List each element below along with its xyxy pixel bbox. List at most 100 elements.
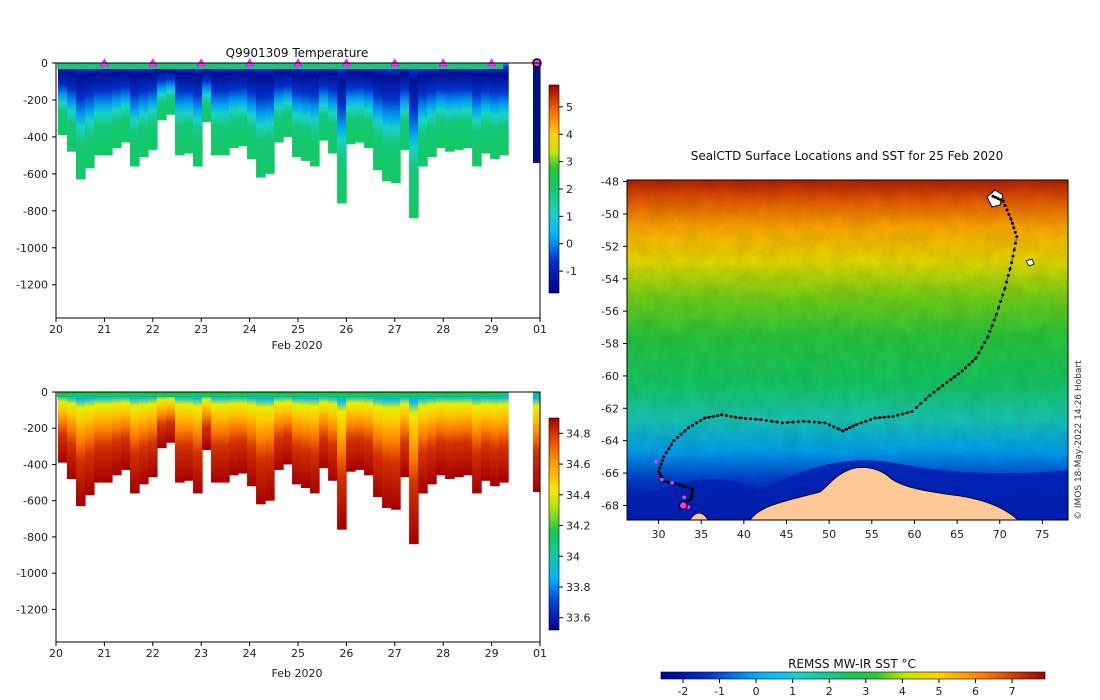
- track-point: [749, 417, 753, 421]
- profile-column: [391, 63, 401, 184]
- profile-column: [184, 63, 194, 154]
- profile-column: [67, 63, 77, 152]
- track-point: [836, 427, 840, 431]
- profile-column: [112, 392, 122, 476]
- track-point: [754, 417, 758, 421]
- y-tick-label: -1000: [16, 242, 48, 255]
- track-point: [832, 425, 836, 429]
- profile-column: [166, 63, 176, 115]
- sst-colorbar-ticks: -2 -1 0 1 2 3 4 5 6 7: [677, 679, 1016, 698]
- y-tick-label: -200: [23, 422, 48, 435]
- sst-colorbar-tick-label: 3: [862, 685, 869, 698]
- track-point: [919, 401, 923, 405]
- track-point: [956, 372, 960, 376]
- sst-colorbar-tick-label: 5: [935, 685, 942, 698]
- profile-column: [499, 63, 509, 156]
- profile-column: [148, 392, 158, 478]
- track-point: [690, 423, 694, 427]
- temperature-surface-layer: [57, 63, 540, 163]
- track-point: [1012, 226, 1016, 230]
- track-point: [734, 415, 738, 419]
- track-point: [1003, 286, 1007, 290]
- profile-column: [382, 63, 392, 182]
- temperature-x-axis: 20 21 22 23 24 25 26 27 28 29 01: [49, 318, 547, 336]
- profile-column: [436, 392, 446, 476]
- track-point: [960, 369, 964, 373]
- track-point: [691, 487, 695, 491]
- profile-column: [85, 392, 95, 496]
- track-point: [891, 414, 895, 418]
- lon-tick-label: 60: [907, 528, 921, 541]
- map-longitude-axis: 30 35 40 45 50 55 60 65 70 75: [652, 520, 1049, 541]
- profile-column: [283, 392, 293, 465]
- profile-column: [301, 63, 311, 161]
- profile-column: [364, 392, 374, 476]
- track-point: [1011, 254, 1015, 258]
- salinity-colorbar: [548, 417, 560, 631]
- track-point: [667, 447, 671, 451]
- surface-warm-band: [57, 63, 503, 69]
- lat-tick-label: -56: [601, 305, 619, 318]
- track-point: [823, 421, 827, 425]
- profile-column: [328, 392, 338, 481]
- x-tick-label: 22: [146, 647, 160, 660]
- profile-column: [175, 63, 185, 156]
- temperature-profiles: [58, 63, 509, 219]
- track-point: [990, 324, 994, 328]
- y-tick-label: 0: [41, 57, 48, 70]
- profile-column: [130, 392, 140, 494]
- track-point: [1008, 267, 1012, 271]
- x-tick-label: 01: [533, 647, 547, 660]
- profile-column: [481, 392, 491, 481]
- track-point: [988, 329, 992, 333]
- profile-column: [364, 63, 374, 148]
- track-point: [658, 472, 662, 476]
- track-point: [796, 420, 800, 424]
- profile-column: [67, 392, 77, 479]
- track-point: [844, 427, 848, 431]
- profile-column: [292, 392, 302, 485]
- x-tick-label: 23: [194, 647, 208, 660]
- track-point: [676, 435, 680, 439]
- track-point: [993, 195, 997, 199]
- x-tick-label: 29: [485, 323, 499, 336]
- profile-column: [346, 392, 356, 472]
- profile-column: [463, 63, 473, 148]
- track-point: [711, 414, 715, 418]
- profile-column: [418, 63, 428, 167]
- colorbar-tick-label: 33.6: [566, 612, 591, 625]
- track-point: [720, 413, 724, 417]
- map-title: SealCTD Surface Locations and SST for 25…: [691, 149, 1004, 163]
- track-point: [666, 480, 670, 484]
- track-point: [689, 497, 693, 501]
- track-point: [873, 416, 877, 420]
- track-point: [827, 423, 831, 427]
- profile-column: [175, 392, 185, 483]
- track-point: [953, 375, 957, 379]
- x-tick-label: 28: [436, 647, 450, 660]
- temperature-colorbar: [548, 84, 560, 294]
- profile-column: [481, 63, 491, 154]
- track-point: [986, 335, 990, 339]
- salinity-xlabel: Feb 2020: [272, 667, 323, 680]
- profile-column: [391, 392, 401, 510]
- track-point: [802, 419, 806, 423]
- track-point: [812, 420, 816, 424]
- salinity-colorbar-ticks: 34.8 34.6 34.4 34.2 34 33.8 33.6: [559, 427, 591, 625]
- temperature-panel: Q9901309 Temperature 0 -200 -400 -600 -800 -1…: [16, 46, 577, 352]
- lat-tick-label: -64: [601, 435, 619, 448]
- y-tick-label: -800: [23, 205, 48, 218]
- track-point: [1001, 293, 1005, 297]
- track-point: [887, 415, 891, 419]
- profile-column: [211, 392, 221, 483]
- profile-column: [283, 63, 293, 137]
- track-point: [818, 420, 822, 424]
- track-point: [1005, 208, 1009, 212]
- recent-location: [654, 459, 658, 464]
- sst-colorbar-tick-label: 2: [826, 685, 833, 698]
- profile-column: [436, 63, 446, 148]
- track-point: [659, 474, 663, 478]
- track-point: [1001, 199, 1005, 203]
- track-point: [878, 416, 882, 420]
